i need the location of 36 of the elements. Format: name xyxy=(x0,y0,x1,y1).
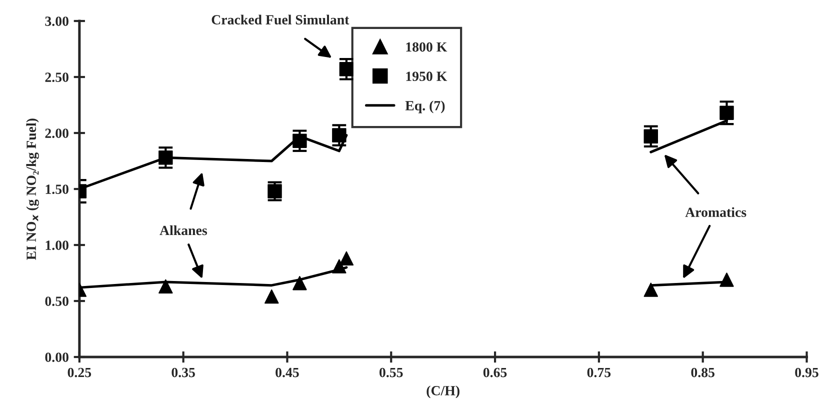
y-tick-label: 1.50 xyxy=(46,184,68,194)
y-tick-label: 0.50 xyxy=(45,296,68,306)
x-axis-title: (C/H) xyxy=(426,386,460,398)
point xyxy=(158,150,173,165)
point xyxy=(158,279,173,294)
legend-label: Eq. (7) xyxy=(405,100,445,114)
x-tick-label: 0.45 xyxy=(276,368,299,378)
x-tick-label: 0.65 xyxy=(483,368,507,378)
point xyxy=(332,128,346,142)
point xyxy=(332,259,346,274)
point xyxy=(339,251,354,266)
y-tick-label: 3.00 xyxy=(45,16,68,26)
y-tick-label: 2.00 xyxy=(45,128,68,138)
point xyxy=(720,272,734,287)
y-tick-label: 0.00 xyxy=(45,352,68,362)
point xyxy=(644,129,658,144)
x-tick-label: 0.35 xyxy=(172,368,195,378)
x-tick-label: 0.95 xyxy=(795,368,818,378)
annotation: Cracked Fuel Simulant xyxy=(212,14,350,25)
point xyxy=(644,282,658,297)
legend-label: 1950 K xyxy=(406,72,448,82)
x-tick-label: 0.55 xyxy=(380,368,403,378)
point xyxy=(720,106,734,120)
x-tick-label: 0.85 xyxy=(691,368,714,378)
legend-label: 1800 K xyxy=(406,42,448,52)
point xyxy=(292,276,307,290)
y-tick-label: 2.50 xyxy=(45,72,68,82)
annotation: Alkanes xyxy=(160,225,208,236)
point xyxy=(292,134,307,148)
point xyxy=(264,289,279,304)
point xyxy=(268,184,282,198)
x-tick-label: 0.75 xyxy=(587,368,611,378)
x-tick-label: 0.25 xyxy=(68,368,92,378)
y-axis-title: EI NO$_{x}$ (g NO₂/kg Fuel) xyxy=(26,118,39,260)
annotation: Aromatics xyxy=(685,207,746,218)
y-tick-label: 1.00 xyxy=(46,240,68,250)
